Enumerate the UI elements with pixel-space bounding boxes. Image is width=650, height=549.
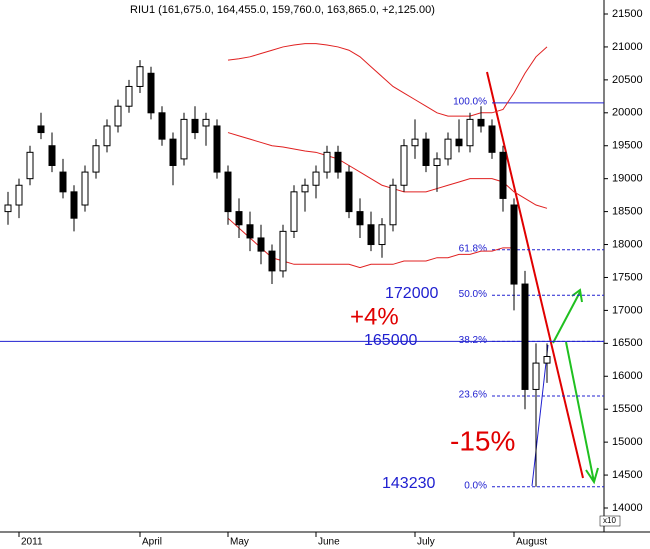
- y-tick-label: 19500: [612, 140, 643, 152]
- fib-label: 61.8%: [459, 243, 487, 254]
- annotation: 165000: [364, 332, 417, 349]
- down-arrow: [565, 341, 599, 485]
- candle-body: [103, 125, 111, 147]
- annotation: +4%: [350, 303, 399, 330]
- candle-body: [345, 171, 353, 213]
- fib-label: 0.0%: [464, 480, 487, 491]
- swing-line: [531, 344, 549, 487]
- candle-body: [532, 362, 540, 390]
- candle-body: [92, 145, 100, 173]
- candle-body: [4, 204, 12, 213]
- candle-body: [37, 125, 45, 134]
- candle-body: [400, 145, 408, 186]
- y-tick-label: 14500: [612, 469, 643, 481]
- y-tick-label: 21000: [612, 41, 643, 53]
- x-tick-label: May: [230, 537, 249, 548]
- candle-body: [59, 171, 67, 193]
- y-tick-label: 15000: [612, 436, 643, 448]
- x-tick-label: July: [417, 537, 435, 548]
- candle-body: [290, 191, 298, 232]
- candle-body: [312, 171, 320, 186]
- fib-label: 50.0%: [459, 289, 487, 300]
- y-tick-label: 19000: [612, 173, 643, 185]
- x-tick-label: April: [142, 537, 162, 548]
- y-tick-label: 21500: [612, 8, 643, 20]
- scale-note: x10: [603, 516, 616, 525]
- candle-body: [224, 171, 232, 213]
- candle-body: [257, 237, 265, 252]
- candle-body: [15, 184, 23, 206]
- candle-body: [147, 72, 155, 114]
- x-tick-label: August: [516, 537, 547, 548]
- candle-body: [378, 224, 386, 246]
- scale-note-box: [599, 515, 621, 527]
- trend-line: [486, 71, 584, 479]
- candle-body: [411, 138, 419, 147]
- candle-body: [136, 66, 144, 87]
- y-tick-label: 20500: [612, 74, 643, 86]
- candle-body: [521, 283, 529, 390]
- y-tick-label: 18500: [612, 206, 643, 218]
- candle-body: [180, 118, 188, 160]
- candle-body: [246, 224, 254, 239]
- annotation: 143230: [382, 475, 435, 492]
- candle-body: [488, 125, 496, 153]
- y-tick-label: 14000: [612, 502, 643, 514]
- candle-body: [389, 184, 397, 226]
- candle-body: [279, 230, 287, 272]
- candle-body: [158, 112, 166, 140]
- candle-body: [191, 118, 199, 134]
- candle-body: [48, 145, 56, 166]
- fib-label: 100.0%: [453, 97, 487, 108]
- candle-body: [543, 356, 551, 364]
- candle-body: [202, 118, 210, 127]
- chart-title: RIU1 (161,675.0, 164,455.0, 159,760.0, 1…: [130, 4, 435, 16]
- x-tick-label: 2011: [21, 537, 43, 548]
- candle-body: [26, 151, 34, 180]
- fib-label: 23.6%: [459, 390, 487, 401]
- y-tick-label: 17500: [612, 271, 643, 283]
- y-tick-label: 18000: [612, 238, 643, 250]
- candle-body: [169, 138, 177, 166]
- candle-body: [114, 105, 122, 127]
- annotation: 172000: [385, 285, 438, 302]
- y-tick-label: 16500: [612, 337, 643, 349]
- candle-body: [477, 118, 485, 127]
- candle-body: [323, 151, 331, 173]
- candle-body: [268, 250, 276, 272]
- up-arrow: [552, 288, 583, 344]
- candle-body: [444, 138, 452, 160]
- candle-body: [125, 85, 133, 107]
- candle-body: [301, 184, 309, 193]
- fib-label: 38.2%: [459, 335, 487, 346]
- candle-body: [466, 118, 474, 147]
- band-line: [227, 43, 548, 117]
- candle-body: [422, 138, 430, 166]
- y-tick-label: 17000: [612, 304, 643, 316]
- candle-body: [367, 224, 375, 246]
- x-tick-label: June: [318, 537, 340, 548]
- candle-body: [70, 191, 78, 219]
- band-line: [227, 217, 514, 269]
- candle-body: [455, 138, 463, 147]
- candle-body: [510, 204, 518, 285]
- candle-body: [433, 158, 441, 166]
- candle-body: [334, 151, 342, 173]
- candle-body: [81, 171, 89, 206]
- annotation: -15%: [450, 425, 515, 456]
- band-line: [227, 132, 548, 209]
- y-tick-label: 15500: [612, 403, 643, 415]
- y-tick-label: 16000: [612, 370, 643, 382]
- candle-body: [356, 211, 364, 226]
- candle-body: [235, 211, 243, 226]
- y-tick-label: 20000: [612, 107, 643, 119]
- candle-body: [499, 151, 507, 199]
- candle-body: [213, 125, 221, 173]
